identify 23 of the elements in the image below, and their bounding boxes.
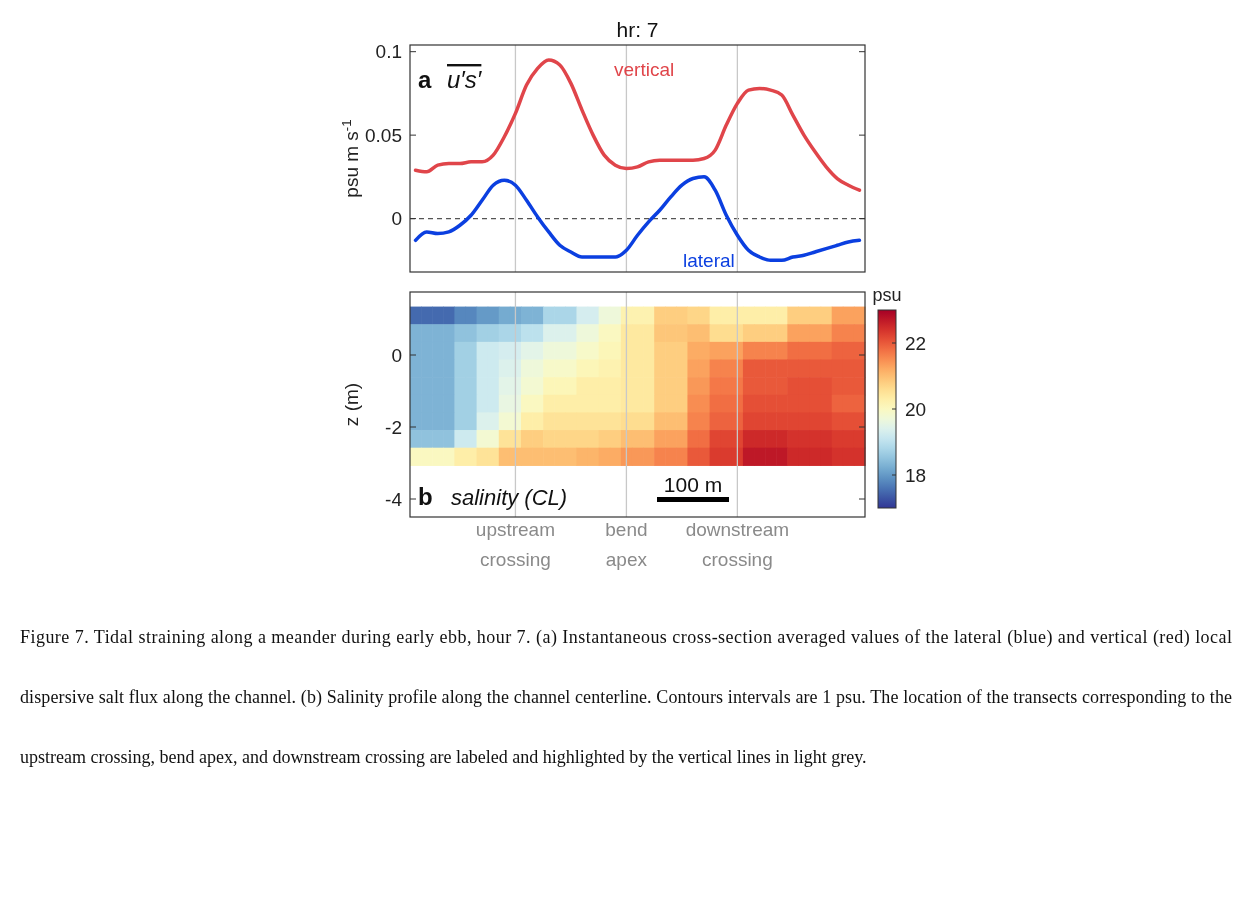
y-tick-label: 0.1 (375, 41, 402, 63)
color-bar-label: 20 (905, 398, 927, 420)
series-label: lateral (683, 250, 735, 271)
y-tick-label: -2 (385, 416, 402, 438)
annotation: u′s′ (447, 66, 483, 93)
text: Figure 7. Tidal straining along a meander during early ebb, hour 7. (a) Instantaneous cross-section averaged values of the lateral (blue) and vertical (red) local dispersive salt flux along the channel. (b) Salinity profile along the channel centerline. Contours intervals are 1 psu. The location of the transects corresponding to the upstream crossing, bend apex, and downstream crossing are labeled and highlighted by the vertical lines in light grey. (20, 627, 1232, 767)
color-bar-label: 22 (905, 332, 927, 354)
y-tick-label: 0.05 (365, 124, 402, 146)
y-tick-label: 0 (391, 344, 402, 366)
x-tick-label: upstream crossing (475, 519, 556, 570)
annotation: 100 m (663, 473, 723, 496)
x-tick-label: downstream crossing (685, 519, 790, 570)
y-axis-title: z (m) (341, 382, 362, 427)
annotation: a (418, 66, 432, 93)
annotation: b (418, 483, 433, 510)
color-bar-label: 18 (905, 464, 927, 486)
x-tick-label: bend apex (605, 519, 648, 570)
y-tick-label: 0 (391, 208, 402, 230)
chart-title: hr: 7 (616, 18, 659, 41)
text: vertical (614, 59, 675, 80)
color-bar-title: psu (872, 285, 902, 305)
annotation: salinity (CL) (451, 485, 568, 510)
y-tick-label: -4 (385, 488, 403, 510)
